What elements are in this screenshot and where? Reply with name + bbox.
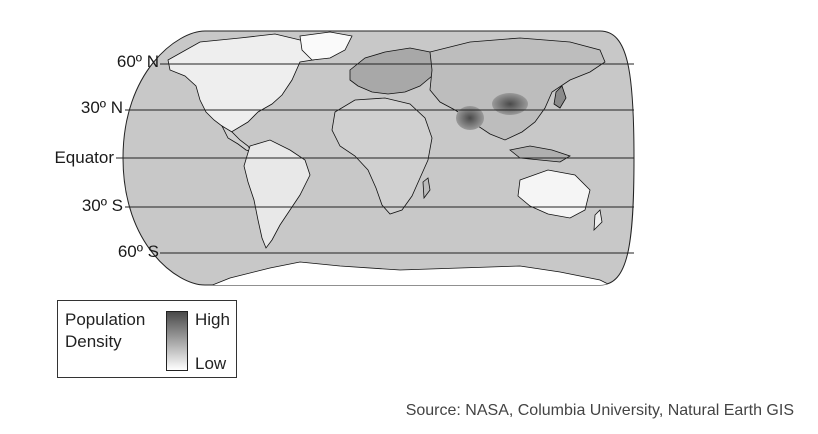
latitude-label-30s: 30º S: [81, 196, 123, 215]
latitude-label-60s: 60º S: [117, 242, 159, 261]
australia: [517, 169, 591, 219]
dense-region-india: [456, 106, 484, 130]
legend: Population Density High Low: [57, 300, 237, 378]
legend-gradient-bar: [166, 311, 188, 371]
legend-title: Population Density: [65, 309, 165, 353]
antarctica: [199, 261, 621, 285]
latitude-label-30n: 30º N: [80, 98, 123, 117]
latitude-label-equator: Equator: [54, 148, 114, 167]
africa: [331, 97, 433, 215]
japan: [553, 85, 567, 109]
dense-region-china: [492, 93, 528, 115]
north-america: [167, 33, 346, 135]
greenland: [299, 31, 353, 61]
legend-title-line1: Population: [65, 310, 146, 329]
new-zealand: [593, 209, 603, 232]
madagascar: [422, 177, 431, 200]
latitude-label-60n: 60º N: [116, 52, 159, 71]
legend-title-line2: Density: [65, 332, 122, 351]
south-america: [243, 139, 311, 249]
legend-low-label: Low: [195, 354, 227, 373]
source-credit: Source: NASA, Columbia University, Natur…: [405, 402, 794, 419]
europe: [349, 47, 441, 95]
legend-high-label: High: [195, 310, 230, 329]
